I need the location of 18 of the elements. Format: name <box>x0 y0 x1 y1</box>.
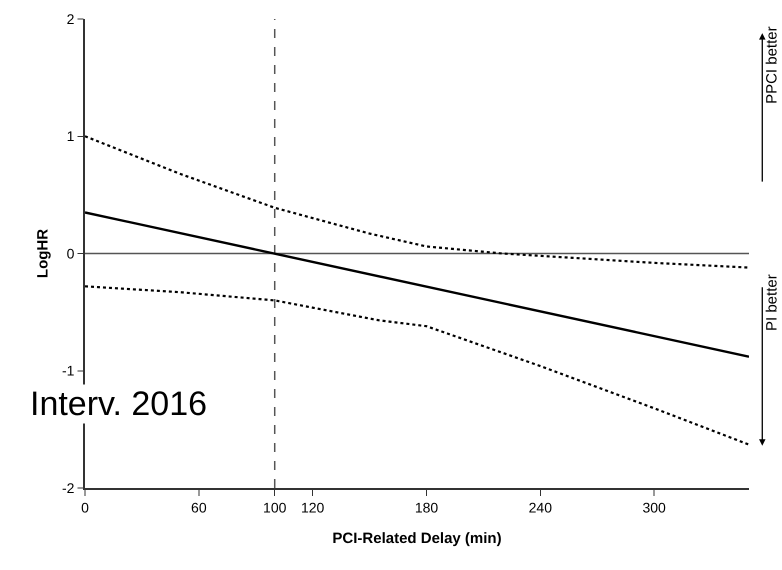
x-tick-label: 60 <box>191 500 207 516</box>
text: PI better <box>763 274 780 331</box>
x-tick-label: 300 <box>642 500 666 516</box>
y-tick-label: 0 <box>66 245 75 262</box>
y-axis-title: LogHR <box>34 228 52 278</box>
x-tick-label: 240 <box>528 500 552 516</box>
x-axis-title: PCI-Related Delay (min) <box>332 530 502 548</box>
x-tick-label: 0 <box>81 500 90 516</box>
y-tick-label: -2 <box>62 480 75 496</box>
x-tick-label: 180 <box>414 500 438 516</box>
y-tick-label: 2 <box>66 10 75 27</box>
y-tick-label: 1 <box>66 128 75 144</box>
x-tick-label: 100 <box>263 500 287 516</box>
annotation: Interv. 2016 <box>30 385 208 423</box>
text: PPCI better <box>764 26 781 104</box>
x-tick-label: 120 <box>300 500 325 516</box>
y-tick-label: -1 <box>62 362 75 379</box>
line-series <box>85 135 749 269</box>
